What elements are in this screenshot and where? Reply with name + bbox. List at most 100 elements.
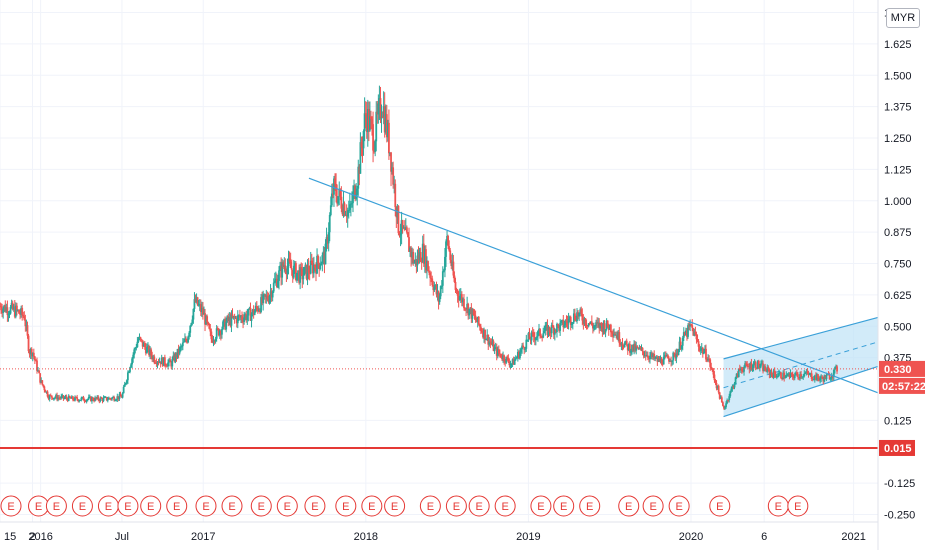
candle-body — [103, 398, 105, 401]
earnings-marker-letter: E — [173, 501, 180, 513]
earnings-marker-letter: E — [368, 501, 375, 513]
candle-body — [278, 270, 280, 281]
earnings-marker-letter: E — [716, 501, 723, 513]
earnings-marker-letter: E — [586, 501, 593, 513]
y-tick-label: -0.125 — [884, 478, 915, 490]
candle-body — [206, 316, 208, 322]
earnings-marker[interactable]: E — [643, 496, 663, 516]
earnings-marker[interactable]: E — [336, 496, 356, 516]
earnings-marker[interactable]: E — [46, 496, 66, 516]
candle-body — [797, 374, 799, 377]
candle-body — [291, 268, 293, 270]
currency-label: MYR — [891, 12, 915, 24]
earnings-marker[interactable]: E — [531, 496, 551, 516]
candle-body — [499, 353, 501, 354]
earnings-marker-letter: E — [342, 501, 349, 513]
y-tick-label: 0.750 — [884, 259, 912, 271]
earnings-marker-letter: E — [391, 501, 398, 513]
earnings-marker[interactable]: E — [469, 496, 489, 516]
candle-body — [388, 123, 390, 153]
y-tick-label: 0.125 — [884, 415, 912, 427]
earnings-marker[interactable]: E — [29, 496, 49, 516]
candle-body — [478, 317, 480, 325]
earnings-marker[interactable]: E — [305, 496, 325, 516]
earnings-marker[interactable]: E — [362, 496, 382, 516]
candle-body — [122, 393, 124, 397]
last-price-label: 0.330 — [884, 364, 912, 376]
earnings-marker[interactable]: E — [619, 496, 639, 516]
y-tick-label: 1.000 — [884, 196, 912, 208]
x-tick-label: 2016 — [28, 531, 52, 543]
earnings-marker-letter: E — [537, 501, 544, 513]
candle-body — [38, 371, 40, 374]
earnings-marker[interactable]: E — [118, 496, 138, 516]
candle-body — [41, 380, 43, 384]
candle-body — [722, 402, 724, 406]
earnings-marker[interactable]: E — [580, 496, 600, 516]
currency-badge[interactable]: MYR — [886, 8, 920, 28]
earnings-marker[interactable]: E — [141, 496, 161, 516]
candle-body — [43, 387, 45, 391]
candle-body — [406, 227, 408, 232]
x-tick-label: 15 — [4, 531, 16, 543]
candle-body — [28, 336, 30, 351]
candle-body — [317, 256, 319, 263]
candle-body — [636, 346, 638, 347]
earnings-marker[interactable]: E — [768, 496, 788, 516]
candle-body — [247, 309, 249, 316]
earnings-marker[interactable]: E — [72, 496, 92, 516]
y-tick-label: 0.625 — [884, 290, 912, 302]
candle-body — [107, 400, 109, 401]
candle-body — [794, 375, 796, 378]
earnings-marker[interactable]: E — [167, 496, 187, 516]
candlesticks — [0, 86, 838, 410]
earnings-marker[interactable]: E — [251, 496, 271, 516]
earnings-marker-letter: E — [202, 501, 209, 513]
candle-body — [626, 341, 628, 345]
x-tick-label: 2018 — [354, 531, 378, 543]
earnings-marker[interactable]: E — [554, 496, 574, 516]
earnings-marker[interactable]: E — [669, 496, 689, 516]
earnings-marker[interactable]: E — [385, 496, 405, 516]
candle-body — [826, 375, 828, 379]
earnings-marker-letter: E — [7, 501, 14, 513]
earnings-marker-letter: E — [105, 501, 112, 513]
earnings-marker[interactable]: E — [495, 496, 515, 516]
support-price-label: 0.015 — [884, 443, 912, 455]
earnings-marker-letter: E — [475, 501, 482, 513]
earnings-marker-letter: E — [649, 501, 656, 513]
candle-body — [273, 283, 275, 292]
earnings-marker-letter: E — [560, 501, 567, 513]
earnings-marker[interactable]: E — [222, 496, 242, 516]
earnings-marker[interactable]: E — [1, 496, 21, 516]
candle-body — [718, 386, 720, 393]
earnings-marker[interactable]: E — [710, 496, 730, 516]
earnings-marker[interactable]: E — [446, 496, 466, 516]
earnings-marker[interactable]: E — [98, 496, 118, 516]
y-tick-label: 1.500 — [884, 70, 912, 82]
earnings-marker[interactable]: E — [277, 496, 297, 516]
x-tick-label: 6 — [761, 531, 767, 543]
earnings-marker-letter: E — [79, 501, 86, 513]
earnings-marker[interactable]: E — [420, 496, 440, 516]
earnings-marker-letter: E — [453, 501, 460, 513]
candle-body — [394, 184, 396, 207]
earnings-marker-letter: E — [35, 501, 42, 513]
earnings-marker[interactable]: E — [196, 496, 216, 516]
y-tick-label: 1.625 — [884, 39, 912, 51]
candle-body — [755, 362, 757, 367]
candle-body — [141, 339, 143, 340]
x-tick-label: 2020 — [679, 531, 703, 543]
y-tick-label: 1.375 — [884, 102, 912, 114]
trend-line[interactable] — [309, 178, 878, 393]
earnings-marker-letter: E — [228, 501, 235, 513]
candle-body — [171, 359, 173, 366]
candle-body — [319, 265, 321, 269]
earnings-marker[interactable]: E — [788, 496, 808, 516]
earnings-marker-letter: E — [775, 501, 782, 513]
y-tick-label: 1.250 — [884, 133, 912, 145]
